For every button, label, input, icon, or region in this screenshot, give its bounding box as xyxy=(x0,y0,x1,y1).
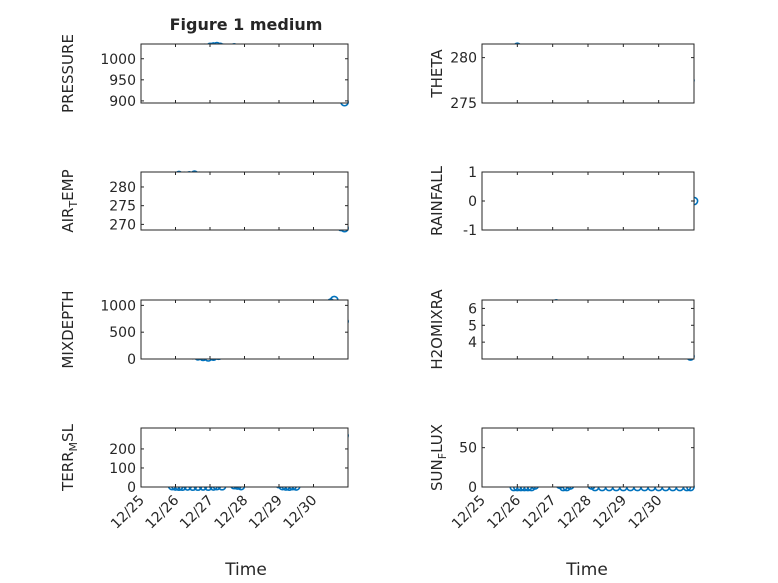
axes-terr-msl: 0 100 200 TERRMSL 12/2512/2612/2712/2812/291… xyxy=(59,423,349,533)
mixdepth-y-tick-label: 1000 xyxy=(100,298,136,314)
mixdepth-y-tick-label: 500 xyxy=(109,325,136,341)
mixdepth-y-tick-label: 0 xyxy=(127,352,136,368)
pressure-y-tick-label: 1000 xyxy=(100,52,136,68)
air-temp-y-tick-label: 275 xyxy=(109,199,136,215)
rainfall-y-tick-label: 1 xyxy=(468,165,477,181)
sun-flux-x-tick-label: 12/25 xyxy=(449,493,489,533)
sun-flux-x-tick-label: 12/27 xyxy=(520,493,560,533)
sun-flux-x-tick-label: 12/29 xyxy=(590,493,630,533)
h2omixra-y-tick-label: 4 xyxy=(468,335,477,351)
terr-msl-y-axis-label: TERRMSL xyxy=(59,423,80,492)
h2omixra-y-axis-label: H2OMIXRA xyxy=(428,289,446,370)
terr-msl-axes-frame xyxy=(140,427,349,488)
terr-msl-y-tick-label: 200 xyxy=(109,442,136,458)
sun-flux-y-tick-label: 50 xyxy=(459,441,477,457)
pressure-y-tick-label: 950 xyxy=(109,73,136,89)
rainfall-y-axis-label: RAINFALL xyxy=(428,165,446,236)
h2omixra-axes-frame xyxy=(481,299,695,360)
figure-title: Figure 1 medium xyxy=(170,15,323,34)
terr-msl-x-tick-label: 12/26 xyxy=(142,492,182,532)
theta-y-tick-label: 275 xyxy=(450,96,477,112)
terr-msl-x-tick-label: 12/30 xyxy=(280,493,320,533)
pressure-y-axis-label: PRESSURE xyxy=(59,34,77,113)
theta-y-tick-label: 280 xyxy=(450,51,477,67)
h2omixra-y-tick-label: 6 xyxy=(468,301,477,317)
axes-pressure: 900 950 1000 PRESSURE xyxy=(59,34,349,113)
air-temp-y-tick-label: 280 xyxy=(109,180,136,196)
sun-flux-x-tick-label: 12/26 xyxy=(484,492,524,532)
mixdepth-axes-frame xyxy=(140,299,349,360)
rainfall-axes-frame xyxy=(481,171,695,231)
mixdepth-y-axis-label: MIXDEPTH xyxy=(59,290,77,368)
axes-air-temp: 270 275 280 AIRTEMP xyxy=(59,169,349,233)
sun-flux-y-axis-label: SUNFLUX xyxy=(428,424,449,491)
terr-msl-y-tick-label: 0 xyxy=(127,480,136,496)
rainfall-y-tick-label: 0 xyxy=(468,194,477,210)
sun-flux-y-tick-label: 0 xyxy=(468,480,477,496)
sun-flux-x-tick-label: 12/30 xyxy=(626,493,666,533)
h2omixra-y-tick-label: 5 xyxy=(468,318,477,334)
axes-rainfall: -1 0 1 RAINFALL xyxy=(428,165,699,239)
terr-msl-x-tick-label: 12/27 xyxy=(177,493,217,533)
air-temp-y-tick-label: 270 xyxy=(109,217,136,233)
terr-msl-x-tick-label: 12/28 xyxy=(211,493,251,533)
theta-axes-frame xyxy=(481,43,695,104)
terr-msl-x-tick-label: 12/29 xyxy=(246,493,286,533)
pressure-y-tick-label: 900 xyxy=(109,94,136,110)
rainfall-y-tick-label: -1 xyxy=(463,223,477,239)
terr-msl-x-tick-label: 12/25 xyxy=(108,493,148,533)
air-temp-y-axis-label: AIRTEMP xyxy=(59,169,80,232)
x-axis-label-right: Time xyxy=(565,560,608,580)
sun-flux-x-tick-label: 12/28 xyxy=(555,493,595,533)
sun-flux-axes-frame xyxy=(481,427,695,488)
axes-h2omixra: 456 H2OMIXRA xyxy=(428,289,695,370)
theta-y-axis-label: THETA xyxy=(428,49,446,99)
air-temp-axes-frame xyxy=(140,171,349,231)
axes-mixdepth: 0 500 1000 MIXDEPTH xyxy=(59,290,349,369)
terr-msl-y-tick-label: 100 xyxy=(109,461,136,477)
pressure-axes-frame xyxy=(140,43,349,104)
x-axis-label-left: Time xyxy=(224,560,267,580)
